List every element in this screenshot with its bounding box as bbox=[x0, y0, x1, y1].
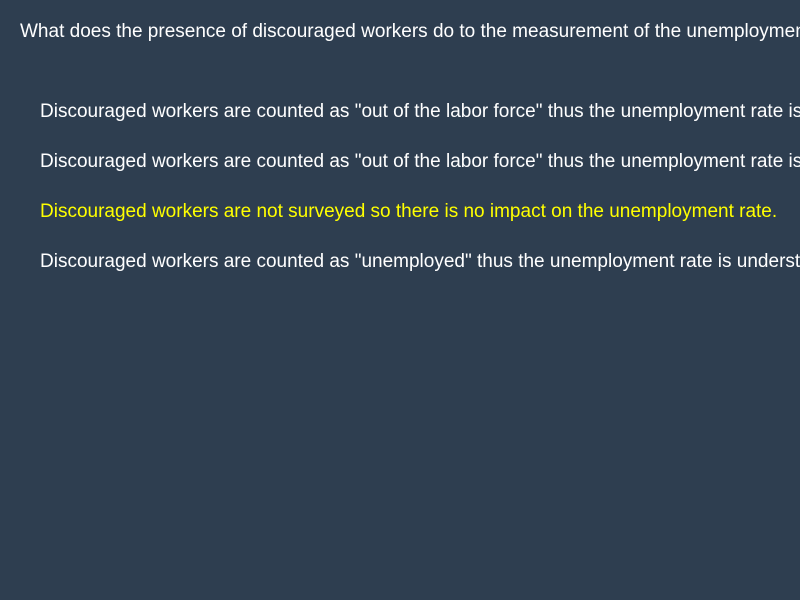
answer-option-2[interactable]: Discouraged workers are counted as "out … bbox=[40, 151, 800, 172]
answer-option-4[interactable]: Discouraged workers are counted as "unem… bbox=[40, 251, 800, 272]
answer-option-1[interactable]: Discouraged workers are counted as "out … bbox=[40, 101, 800, 122]
question-text: What does the presence of discouraged wo… bbox=[20, 21, 800, 42]
answer-option-3[interactable]: Discouraged workers are not surveyed so … bbox=[40, 201, 778, 222]
answer-list: Discouraged workers are counted as "out … bbox=[40, 100, 800, 300]
